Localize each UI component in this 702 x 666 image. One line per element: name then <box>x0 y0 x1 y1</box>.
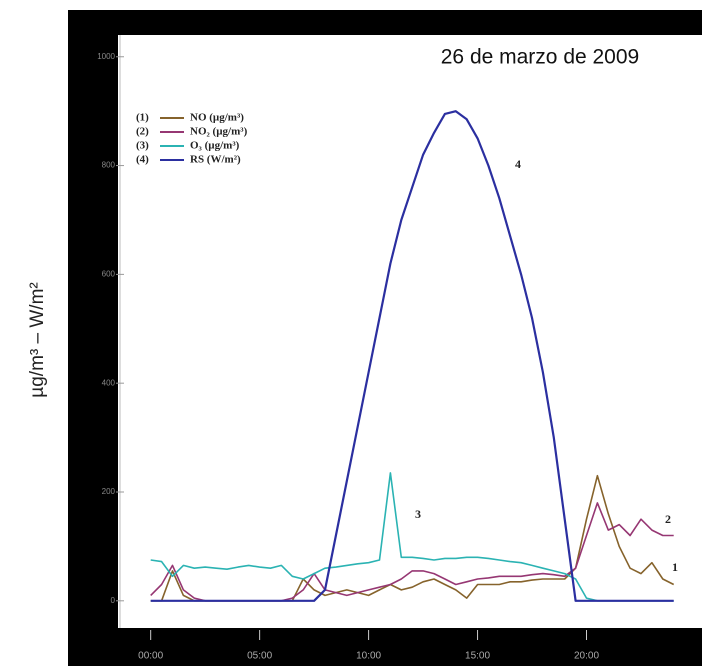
curve-label: 3 <box>415 507 421 521</box>
x-tick-label: 05:00 <box>247 651 272 662</box>
y-tick-label: 1000 <box>97 52 115 61</box>
y-tick-label: 800 <box>102 161 116 170</box>
x-tick-label: 10:00 <box>356 651 381 662</box>
legend-label: NO₂ (µg/m³) <box>190 126 248 138</box>
x-tick-label: 20:00 <box>574 651 599 662</box>
legend-label: RS (W/m²) <box>190 154 241 166</box>
legend-label: O₃ (µg/m³) <box>190 140 240 152</box>
series-line <box>150 472 674 602</box>
plot-area <box>118 35 702 628</box>
y-tick-label: 200 <box>102 487 116 496</box>
legend-index: (2) <box>136 126 149 138</box>
curve-label: 4 <box>515 157 521 171</box>
y-axis-label: µg/m³ – W/m² <box>27 282 48 397</box>
series-line <box>150 110 674 602</box>
curve-label: 1 <box>672 560 678 574</box>
curve-label: 2 <box>665 512 671 526</box>
y-tick-label: 600 <box>102 269 116 278</box>
y-tick-label: 0 <box>111 596 116 605</box>
legend-label: NO (µg/m³) <box>190 112 244 124</box>
y-tick-label: 400 <box>102 378 116 387</box>
x-tick-label: 15:00 <box>465 651 490 662</box>
legend-index: (4) <box>136 154 149 166</box>
legend-index: (1) <box>136 112 149 124</box>
chart-title: 26 de marzo de 2009 <box>441 46 639 69</box>
x-tick-label: 00:00 <box>138 651 163 662</box>
legend-index: (3) <box>136 140 149 152</box>
